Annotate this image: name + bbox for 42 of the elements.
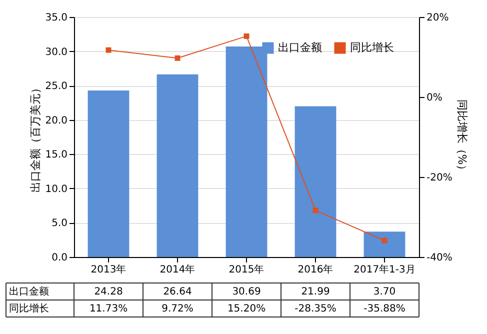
point: [106, 47, 112, 53]
data-label: 15.20%: [227, 304, 266, 314]
y-tick-label: 0.0: [52, 252, 68, 264]
data-label: 30.69: [232, 286, 261, 298]
data-label: 3.70: [373, 286, 396, 298]
y-axis-title: 出口金额（百万美元）: [29, 82, 42, 192]
x-tick-label: 2013年: [90, 264, 126, 276]
data-label: 24.28: [94, 286, 123, 298]
x-tick-label: 2017年1-3月: [354, 264, 416, 276]
bar: [364, 232, 406, 257]
data-label: 11.73%: [89, 304, 128, 314]
data-label: 21.99: [301, 286, 330, 298]
data-label: -28.35%: [294, 304, 336, 314]
bar: [88, 90, 130, 257]
y-tick-label: 5.0: [52, 218, 68, 230]
y2-axis-title: 同比增长（%）: [455, 99, 468, 176]
y2-tick-label: -20%: [426, 172, 452, 184]
point: [382, 238, 388, 244]
y-tick-label: 20.0: [45, 115, 68, 126]
legend-label: 同比增长: [350, 41, 394, 54]
y-tick-label: 10.0: [45, 184, 68, 195]
bar: [156, 74, 198, 257]
y-tick-label: 35.0: [45, 12, 68, 24]
y-tick-label: 15.0: [45, 150, 68, 161]
data-label: -35.88%: [364, 304, 406, 314]
legend-label: 出口金额: [278, 41, 322, 54]
x-tick-label: 2015年: [228, 264, 264, 276]
text: 同比增长: [9, 304, 49, 314]
y2-tick-label: 20%: [426, 12, 449, 24]
y2-tick-label: -40%: [426, 252, 452, 264]
x-tick-label: 2014年: [160, 264, 196, 276]
point: [244, 33, 250, 39]
point: [312, 208, 318, 214]
y-tick-label: 30.0: [45, 46, 68, 58]
bar: [294, 106, 336, 257]
text: 出口金额: [9, 286, 49, 298]
y2-tick-label: 0%: [426, 92, 442, 104]
y-tick-label: 25.0: [45, 81, 68, 92]
point: [174, 55, 180, 61]
data-label: 26.64: [163, 286, 192, 298]
data-label: 9.72%: [162, 304, 194, 314]
x-tick-label: 2016年: [298, 264, 334, 276]
